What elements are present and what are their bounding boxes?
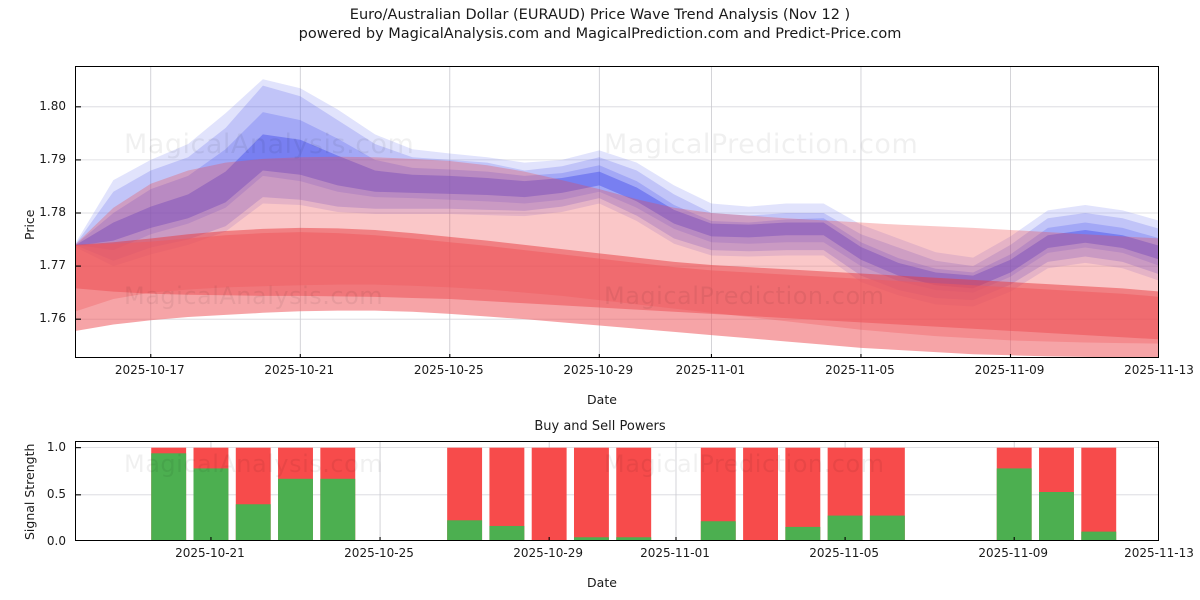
page-title: Euro/Australian Dollar (EURAUD) Price Wa…: [0, 6, 1200, 44]
price-xtick: 2025-11-13: [1124, 363, 1194, 377]
buy-power-bar: [151, 453, 187, 540]
price-ytick: 1.78: [39, 205, 66, 219]
price-xtick: 2025-10-25: [413, 363, 484, 377]
sell-power-bar: [616, 447, 652, 540]
signal-xtick: 2025-11-01: [640, 546, 710, 560]
buy-power-bar: [869, 515, 905, 540]
price-x-axis-label: Date: [587, 392, 617, 407]
sell-power-bar: [573, 447, 609, 540]
buy-power-bar: [1081, 531, 1117, 540]
buy-power-bar: [827, 515, 863, 540]
band-blue-band-3-upper: [76, 134, 1158, 289]
signal-ytick: 0.0: [46, 534, 66, 548]
buy-power-bar: [1039, 492, 1074, 540]
buy-power-bar: [573, 537, 609, 540]
signal-xtick: 2025-11-13: [1124, 546, 1194, 560]
price-wave-plot: MagicalAnalysis.com MagicalPrediction.co…: [75, 66, 1159, 358]
band-blue-band-1-upper: [76, 85, 1158, 293]
buy-power-bar: [278, 478, 313, 540]
signal-y-axis-label: Signal Strength: [22, 443, 37, 540]
band-blue-band-2-upper: [76, 112, 1158, 301]
signal-ytick: 1.0: [46, 439, 66, 454]
buy-power-bar: [489, 525, 525, 540]
signal-xtick: 2025-11-05: [809, 546, 879, 560]
price-xtick: 2025-11-05: [825, 363, 895, 377]
buy-power-bar: [785, 526, 821, 540]
price-xtick: 2025-10-17: [114, 363, 185, 377]
price-xtick: 2025-11-09: [974, 363, 1045, 377]
signal-xtick: 2025-11-09: [978, 546, 1049, 560]
signal-ytick: 0.5: [46, 486, 66, 501]
signal-xtick: 2025-10-25: [344, 546, 414, 560]
price-ytick: 1.76: [39, 311, 66, 326]
buy-power-bar: [700, 521, 736, 540]
sell-power-bar: [785, 447, 821, 540]
price-ytick: 1.77: [39, 258, 66, 273]
band-red-band-3-upper: [76, 232, 1158, 357]
buy-sell-powers-svg: [76, 442, 1158, 540]
price-ytick: 1.80: [39, 98, 66, 113]
buy-power-bar: [996, 468, 1032, 540]
buy-sell-powers-plot: MagicalAnalysis.com MagicalPrediction.co…: [75, 441, 1159, 541]
price-wave-svg: [76, 67, 1158, 357]
price-xtick: 2025-10-29: [563, 363, 634, 377]
sell-power-bar: [531, 447, 567, 540]
price-xtick: 2025-10-21: [264, 363, 335, 377]
title-line-1: Euro/Australian Dollar (EURAUD) Price Wa…: [349, 7, 851, 23]
buy-power-bar: [616, 537, 652, 540]
sell-power-bar: [743, 447, 778, 540]
buy-power-bar: [193, 468, 229, 540]
buy-power-bar: [320, 478, 356, 540]
buy-power-bar: [447, 520, 483, 540]
signal-xtick: 2025-10-29: [513, 546, 584, 560]
sell-power-bar: [489, 447, 525, 540]
bar-chart-title: Buy and Sell Powers: [534, 419, 666, 434]
title-line-2: powered by MagicalAnalysis.com and Magic…: [298, 26, 902, 42]
sell-power-bar: [1081, 447, 1117, 540]
buy-power-bar: [235, 504, 271, 540]
band-blue-band-wide-upper: [76, 79, 1158, 307]
price-xtick: 2025-11-01: [675, 363, 746, 377]
signal-x-axis-label: Date: [587, 575, 617, 590]
price-ytick: 1.79: [39, 151, 66, 166]
price-y-axis-label: Price: [22, 209, 37, 241]
signal-xtick: 2025-10-21: [175, 546, 245, 560]
